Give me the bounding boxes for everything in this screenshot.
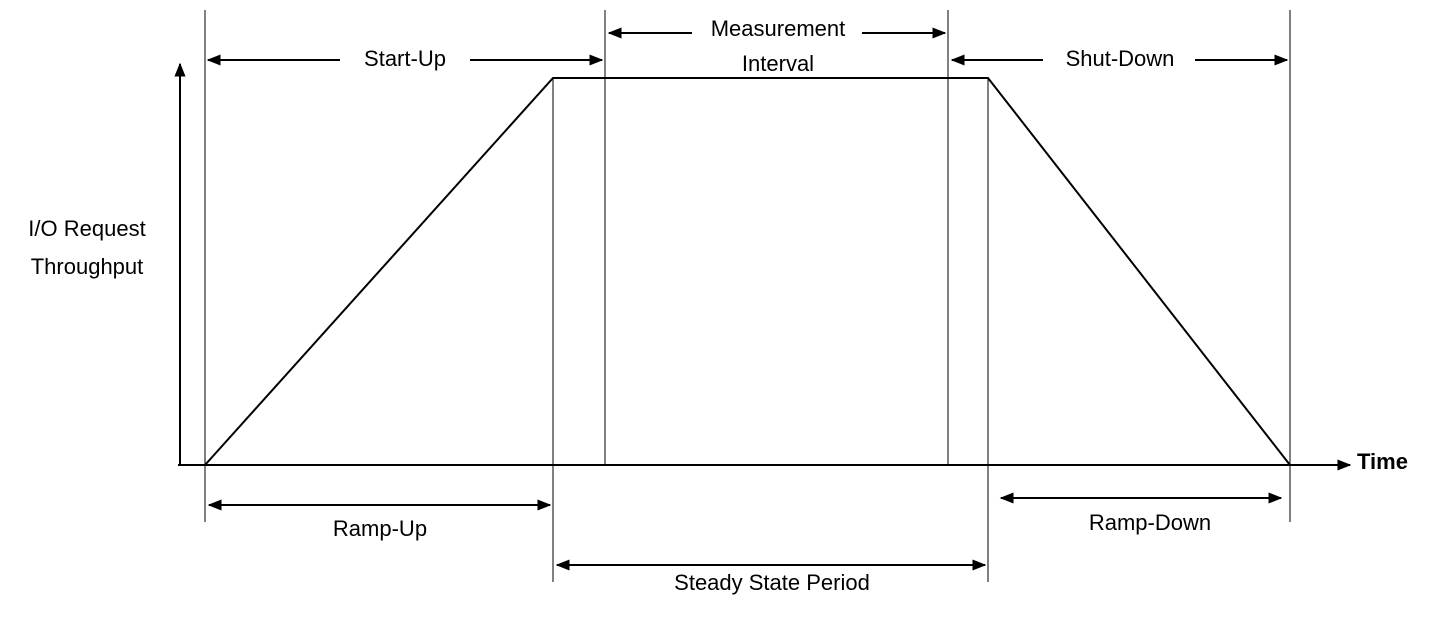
y-axis-label: Throughput (31, 254, 144, 279)
phase-label: Measurement (711, 16, 846, 41)
y-axis-label: I/O Request (28, 216, 145, 241)
phase-label: Ramp-Down (1089, 510, 1211, 535)
phase-label: Start-Up (364, 46, 446, 71)
x-axis-label: Time (1357, 449, 1408, 474)
phase-label: Ramp-Up (333, 516, 427, 541)
phase-label: Steady State Period (674, 570, 870, 595)
phase-label: Shut-Down (1066, 46, 1175, 71)
throughput-profile (204, 77, 1291, 466)
phase-label: Interval (742, 51, 814, 76)
